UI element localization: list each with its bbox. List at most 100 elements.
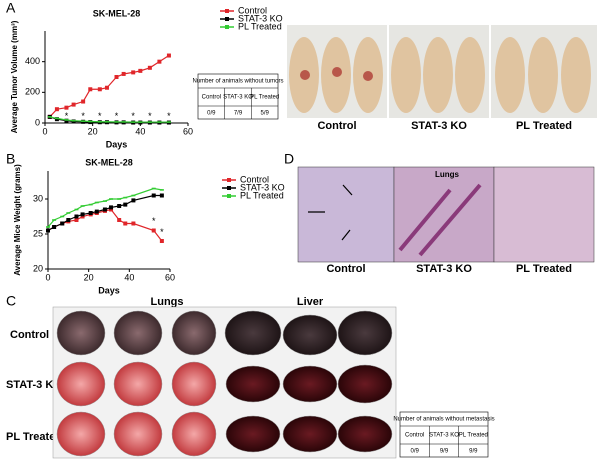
data-point	[114, 75, 119, 79]
photo-label: Control	[317, 120, 356, 132]
data-point	[151, 228, 156, 233]
x-tick-label: 60	[165, 272, 175, 282]
data-point	[46, 226, 50, 228]
data-point	[159, 239, 164, 243]
data-point	[97, 87, 102, 92]
data-point	[102, 207, 107, 212]
data-point	[54, 107, 59, 112]
mice-photos	[287, 25, 597, 118]
panel-label: C	[6, 293, 16, 309]
x-axis-label: Days	[106, 139, 128, 149]
y-tick-label: 400	[25, 56, 40, 66]
data-point	[60, 221, 65, 226]
table-header: STAT-3 KO	[429, 433, 459, 439]
data-point	[123, 202, 128, 207]
annotation: *	[167, 111, 171, 121]
data-point	[64, 119, 69, 121]
legend-label: Control	[240, 174, 269, 184]
chart-title: SK-MEL-28	[93, 8, 141, 18]
table-frame	[399, 411, 489, 458]
data-point	[88, 87, 93, 92]
data-point	[52, 225, 57, 229]
panel-label: A	[6, 0, 16, 16]
row-label: PL Treated	[6, 431, 62, 443]
data-point	[80, 212, 85, 217]
table-cell: 9/9	[469, 449, 478, 455]
table-cell: 7/9	[234, 111, 243, 117]
data-point	[71, 102, 76, 107]
x-tick-label: 60	[183, 126, 193, 136]
data-point	[131, 221, 136, 226]
data-point	[80, 214, 85, 219]
annotation: *	[65, 111, 69, 121]
data-point	[147, 121, 152, 123]
x-tick-label: 20	[88, 126, 98, 136]
photo-label: STAT-3 KO	[411, 120, 467, 132]
table-cell: 0/9	[207, 111, 216, 117]
data-point	[121, 71, 126, 76]
x-tick-label: 0	[45, 272, 50, 282]
table-title: Number of animals without tumors	[192, 79, 283, 85]
data-point	[66, 212, 71, 214]
data-point	[131, 198, 136, 203]
data-point	[104, 120, 109, 123]
data-point	[88, 120, 93, 123]
panel-label: B	[6, 151, 15, 167]
table-header: PL Treated	[250, 95, 279, 101]
data-point	[109, 198, 114, 200]
y-tick-label: 0	[35, 117, 40, 127]
data-point	[121, 121, 126, 123]
data-point	[81, 120, 86, 122]
data-point	[123, 221, 128, 226]
annotation: *	[148, 111, 152, 121]
legend-label: STAT-3 KO	[238, 13, 283, 23]
legend-marker	[225, 25, 229, 29]
legend-marker	[227, 186, 231, 190]
data-point	[166, 121, 171, 123]
chart-title: SK-MEL-28	[85, 157, 133, 167]
data-point	[131, 121, 136, 123]
data-point	[138, 68, 143, 73]
data-point	[117, 218, 122, 222]
annotation: *	[81, 111, 85, 121]
data-point	[54, 117, 59, 120]
data-point	[157, 121, 162, 123]
data-point	[159, 189, 164, 191]
data-point	[102, 200, 107, 202]
y-tick-label: 25	[33, 228, 43, 238]
panel-label: D	[284, 151, 294, 167]
legend-marker	[227, 178, 231, 182]
annotation: *	[115, 111, 119, 121]
data-point	[80, 205, 85, 207]
data-point	[81, 99, 86, 104]
annotation: *	[98, 111, 102, 121]
legend-marker	[225, 9, 229, 13]
column-label: Liver	[297, 296, 324, 308]
y-axis-label: Average Mice Weight (grams)	[13, 164, 22, 276]
data-point	[60, 215, 65, 218]
data-point	[131, 70, 136, 75]
data-point	[88, 211, 93, 215]
data-point	[151, 193, 156, 198]
organ-photos	[52, 306, 397, 459]
data-point	[66, 218, 71, 222]
legend-marker	[227, 194, 231, 198]
table-cell: 0/9	[410, 449, 419, 455]
legend-label: STAT-3 KO	[240, 182, 285, 192]
legend-label: PL Treated	[240, 190, 284, 200]
photo-label: PL Treated	[516, 263, 572, 275]
data-point	[109, 205, 114, 210]
data-point	[123, 196, 128, 199]
y-tick-label: 30	[33, 193, 43, 203]
histology-images	[297, 166, 595, 263]
photo-label: STAT-3 KO	[416, 263, 472, 275]
x-tick-label: 40	[135, 126, 145, 136]
x-tick-label: 40	[124, 272, 134, 282]
data-point	[131, 194, 136, 197]
photo-label: Control	[326, 263, 365, 275]
data-point	[117, 198, 122, 200]
table-header: Control	[202, 95, 221, 101]
data-point	[117, 204, 122, 208]
data-point	[94, 201, 99, 204]
row-label: Control	[10, 329, 49, 341]
